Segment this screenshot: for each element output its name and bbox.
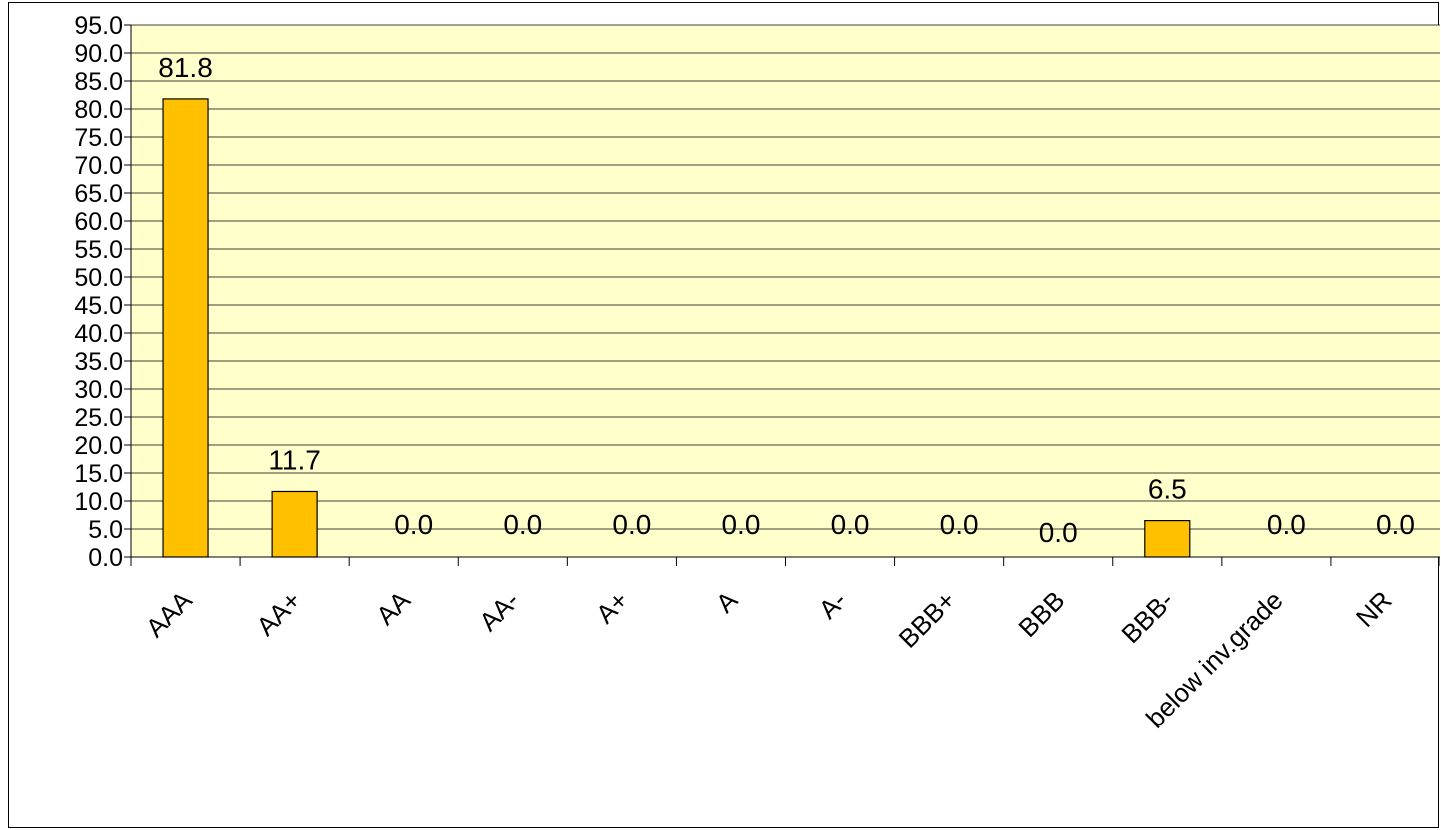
category-label: BBB- [1115,585,1179,649]
y-tick-label: 45.0 [74,292,123,320]
y-tick-label: 40.0 [74,320,123,348]
category-label: A- [813,585,853,625]
data-label: 0.0 [721,509,760,540]
bar-chart: 0.05.010.015.020.025.030.035.040.045.050… [74,12,1440,734]
bar-AA+ [271,490,318,558]
category-labels: AAA AA+ AA AA- A+ A A- BBB+ BBB BBB-below inv.gra… [140,585,1398,734]
category-label: AA+ [250,585,306,641]
y-tick-label: 20.0 [74,432,123,460]
category-label: NR [1350,585,1398,633]
bar-AAA [162,98,209,558]
y-tick-label: 30.0 [74,376,123,404]
category-label: BBB [1012,585,1070,643]
bar-BBB- [1144,519,1191,558]
y-tick-label: 50.0 [74,264,123,292]
y-tick-label: 80.0 [74,96,123,124]
y-axis-ticks: 0.05.010.015.020.025.030.035.040.045.050… [74,12,131,572]
data-label: 81.8 [158,52,213,83]
data-labels: 81.8 11.7 0.0 0.0 0.0 0.0 0.0 0.0 0.0 6.5 0.0 0.0 [158,52,1415,548]
data-label: 0.0 [1267,509,1306,540]
data-label: 11.7 [268,444,320,475]
y-tick-label: 5.0 [88,516,123,544]
data-label: 0.0 [831,509,870,540]
y-tick-label: 65.0 [74,180,123,208]
data-label: 0.0 [394,509,433,540]
data-label: 0.0 [1039,517,1078,548]
y-tick-label: 25.0 [74,404,123,432]
y-tick-label: 90.0 [74,40,123,68]
category-label: A+ [590,585,634,629]
data-label: 0.0 [940,509,979,540]
chart-frame: 0.0 5.0 10.0 15.0 20.0 25.0 30.0 35.0 40.0 45.0 50… [8,2,1440,828]
data-label: 6.5 [1148,474,1187,505]
category-label: AA- [473,585,525,637]
data-label: 0.0 [1376,509,1415,540]
data-label: 0.0 [612,509,651,540]
y-tick-label: 35.0 [74,348,123,376]
y-tick-label: 0.0 [88,544,123,572]
category-label: AA [370,585,416,631]
category-label: BBB+ [893,585,962,654]
y-tick-label: 70.0 [74,152,123,180]
y-tick-label: 55.0 [74,236,123,264]
x-axis-ticks [130,557,1440,566]
y-tick-label: 15.0 [74,460,123,488]
y-tick-label: 95.0 [74,12,123,40]
y-tick-label: 85.0 [74,68,123,96]
gridlines [131,24,1440,530]
y-tick-label: 60.0 [74,208,123,236]
plot-area [131,25,1440,557]
category-label: A [710,585,744,619]
category-label: AAA [140,585,198,643]
bars [162,98,1191,558]
data-label: 0.0 [503,509,542,540]
y-tick-label: 10.0 [74,488,123,516]
y-tick-label: 75.0 [74,124,123,152]
